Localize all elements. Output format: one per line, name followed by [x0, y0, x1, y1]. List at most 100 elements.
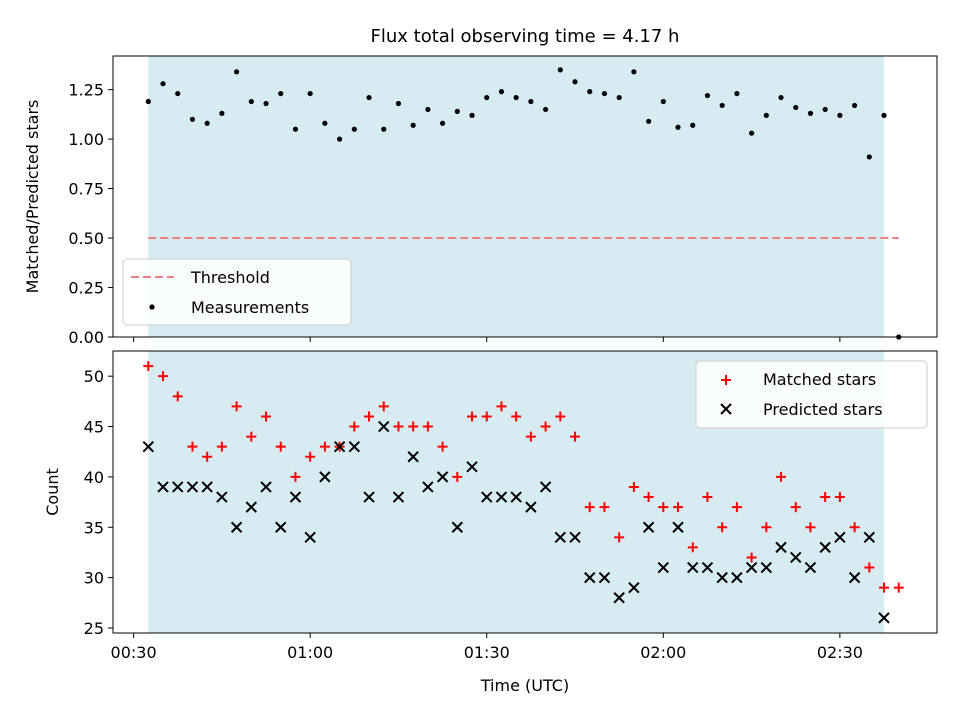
matched-star-marker: [143, 361, 154, 372]
legend-threshold-label: Threshold: [190, 268, 270, 287]
measurement-point: [278, 90, 284, 97]
matched-star-marker: [599, 502, 610, 513]
matched-star-marker: [202, 451, 213, 462]
predicted-star-marker: [848, 571, 861, 584]
predicted-star-marker: [628, 581, 640, 594]
predicted-star-marker: [436, 471, 449, 483]
predicted-star-marker: [525, 501, 537, 513]
x-tick-label: 02:30: [817, 643, 863, 662]
predicted-star-marker: [378, 420, 390, 433]
matched-star-marker: [702, 492, 713, 503]
measurement-point: [351, 126, 357, 132]
ratio-y-axis: 0.00 0.25 0.50 0.75 1.00 1.25: [68, 81, 113, 347]
measurement-point: [646, 118, 652, 124]
measurement-point: [248, 98, 254, 105]
y-tick-label: 1.25: [68, 81, 104, 100]
matched-star-marker: [834, 492, 845, 503]
matched-star-marker: [231, 401, 242, 412]
matched-star-marker: [467, 411, 478, 422]
matched-star-marker: [658, 502, 669, 513]
legend-measurements-label: Measurements: [191, 298, 309, 317]
ratio-y-label: Matched/Predicted stars: [23, 100, 42, 294]
matched-star-marker: [290, 471, 301, 482]
predicted-star-marker: [466, 461, 478, 473]
matched-star-marker: [246, 431, 257, 442]
x-tick-label: 01:30: [464, 643, 510, 662]
predicted-star-marker: [790, 551, 802, 564]
measurement-point: [881, 112, 887, 118]
predicted-star-marker: [186, 481, 199, 493]
ratio-legend-box: [122, 258, 352, 326]
predicted-star-marker: [172, 481, 184, 493]
predicted-star-marker: [569, 531, 581, 544]
measurement-point: [587, 89, 593, 95]
measurement-point: [410, 122, 416, 128]
count-legend: Matched stars Predicted stars: [695, 360, 928, 429]
y-tick-label: 40: [84, 468, 104, 487]
predicted-star-marker: [142, 440, 155, 453]
matched-star-marker: [893, 582, 904, 593]
measurement-point: [557, 67, 563, 73]
matched-star-marker: [584, 502, 595, 513]
measurement-point: [395, 100, 402, 107]
measurement-point: [425, 106, 431, 113]
predicted-star-marker: [819, 541, 831, 554]
measurement-point: [807, 110, 814, 116]
predicted-star-marker: [392, 491, 405, 503]
matched-star-marker: [879, 582, 890, 593]
predicted-star-marker: [319, 471, 331, 483]
matched-star-marker: [628, 481, 639, 492]
predicted-star-marker: [275, 521, 287, 533]
predicted-star-marker: [260, 481, 272, 493]
matched-star-marker: [393, 421, 404, 432]
matched-star-marker: [673, 502, 684, 513]
matched-star-marker: [172, 391, 183, 402]
y-tick-label: 30: [84, 569, 104, 588]
x-tick-label: 00:30: [111, 643, 157, 662]
measurement-point: [601, 90, 608, 97]
predicted-star-marker: [716, 571, 728, 584]
y-tick-label: 50: [84, 367, 104, 386]
measurement-point: [322, 120, 328, 126]
matched-star-marker: [261, 411, 272, 422]
measurement-point: [822, 106, 828, 113]
predicted-star-marker: [495, 491, 508, 503]
measurement-point: [778, 94, 784, 101]
matched-star-marker: [761, 522, 772, 533]
measurement-point: [793, 104, 799, 111]
matched-star-marker: [820, 492, 831, 503]
measurement-point: [690, 122, 696, 128]
measurement-point: [219, 110, 225, 116]
ratio-x-ticks: [133, 337, 841, 342]
measurement-point: [440, 120, 446, 126]
predicted-star-marker: [701, 561, 714, 574]
matched-star-marker: [158, 371, 169, 382]
count-y-label: Count: [43, 468, 62, 516]
y-tick-label: 0.00: [68, 328, 104, 347]
matched-star-marker: [864, 562, 875, 573]
matched-star-marker: [452, 471, 463, 482]
matched-star-marker: [731, 502, 742, 513]
count-y-axis: 25 30 35 40 45 50: [84, 367, 113, 638]
matched-star-marker: [805, 522, 816, 533]
measurement-point: [852, 102, 858, 109]
measurement-point: [292, 126, 299, 132]
predicted-star-marker: [598, 571, 611, 584]
predicted-star-marker: [672, 521, 684, 533]
matched-star-marker: [643, 492, 654, 503]
matched-star-marker: [570, 431, 581, 442]
y-tick-label: 1.00: [68, 130, 104, 149]
measurement-point: [660, 98, 666, 105]
ratio-panel: 0.00 0.25 0.50 0.75 1.00 1.25 Flux total obse…: [23, 26, 938, 347]
x-tick-label: 02:00: [640, 643, 686, 662]
matched-star-marker: [687, 542, 698, 553]
chart-title: Flux total observing time = 4.17 h: [371, 26, 680, 47]
measurement-point: [572, 79, 578, 85]
measurement-point: [234, 69, 240, 75]
measurement-point: [704, 92, 711, 99]
count-axes-frame: [112, 350, 938, 634]
x-tick-label: 01:00: [287, 643, 333, 662]
matched-star-marker: [437, 441, 448, 452]
measurement-point: [513, 94, 519, 101]
matched-star-marker: [408, 421, 419, 432]
